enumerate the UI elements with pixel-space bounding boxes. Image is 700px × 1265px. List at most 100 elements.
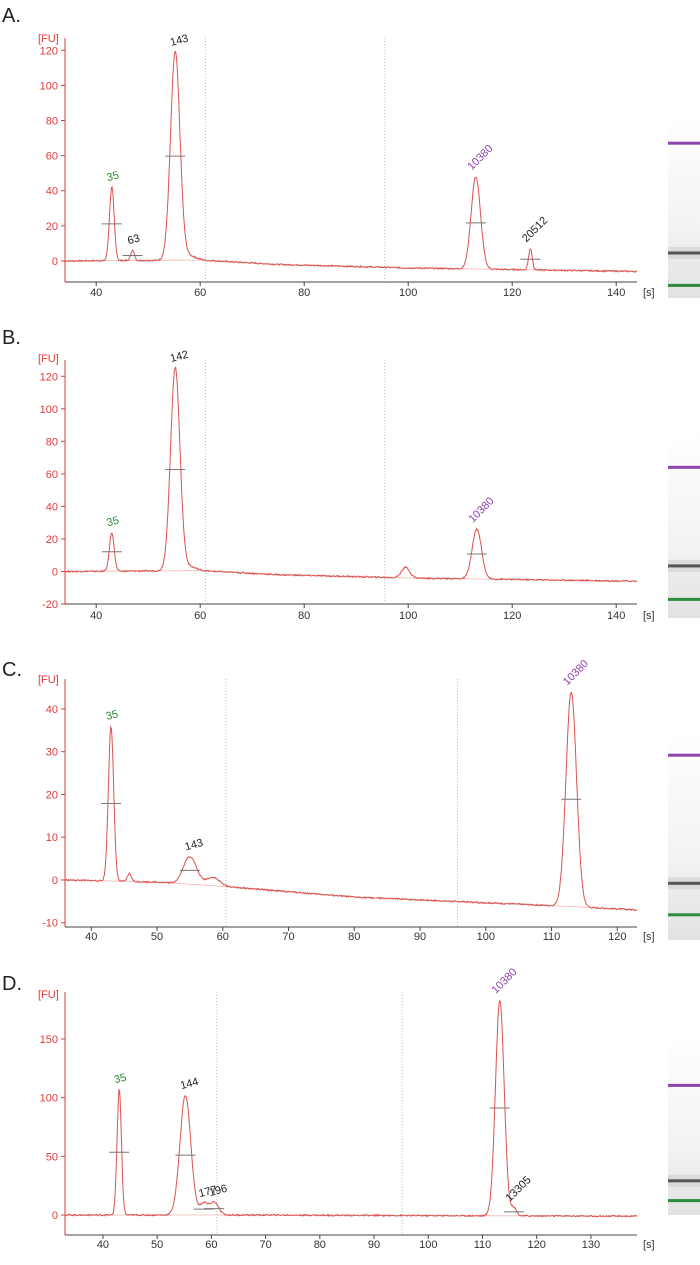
x-tick-label: 70 xyxy=(282,931,294,943)
y-tick-label: 60 xyxy=(46,151,58,163)
x-tick-label: 70 xyxy=(259,1239,271,1251)
panel-letter: C. xyxy=(2,659,22,681)
peak-label: 10380 xyxy=(489,966,519,996)
peak-label: 20512 xyxy=(520,215,550,245)
x-tick-label: 140 xyxy=(607,610,625,622)
signal-trace xyxy=(64,691,638,912)
y-tick-label: 20 xyxy=(46,534,58,546)
y-tick-label: 20 xyxy=(46,221,58,233)
x-tick-label: 110 xyxy=(474,1239,492,1251)
x-axis-unit: [s] xyxy=(643,1239,655,1251)
panel-letter: D. xyxy=(2,973,22,995)
gel-band xyxy=(668,1179,700,1183)
y-tick-label: 100 xyxy=(40,1093,58,1105)
x-tick-label: 80 xyxy=(348,931,360,943)
x-tick-label: 90 xyxy=(368,1239,380,1251)
y-tick-label: 0 xyxy=(52,875,58,887)
x-tick-label: 80 xyxy=(298,287,310,299)
y-tick-label: 100 xyxy=(40,404,58,416)
peak-label: 10380 xyxy=(466,495,496,525)
gel-band xyxy=(668,564,700,568)
x-tick-label: 60 xyxy=(194,287,206,299)
panel-2: B. [FU] -20 0 20 40 60 80 100 120 40 60 80 100 120 140 [… xyxy=(2,327,700,622)
y-axis-label: [FU] xyxy=(38,674,59,686)
peak-label: 10380 xyxy=(465,143,495,173)
y-tick-label: 0 xyxy=(52,566,58,578)
peak-label: 35 xyxy=(105,515,120,530)
x-tick-label: 100 xyxy=(399,610,417,622)
peak-label: 142 xyxy=(169,349,190,365)
x-tick-label: 90 xyxy=(414,931,426,943)
x-axis-unit: [s] xyxy=(643,610,655,622)
gel-band xyxy=(668,597,700,601)
x-tick-label: 40 xyxy=(90,610,102,622)
gel-lane xyxy=(668,118,700,298)
peak-label: 143 xyxy=(169,33,190,49)
y-tick-label: -10 xyxy=(42,918,58,930)
y-tick-label: 80 xyxy=(46,436,58,448)
y-axis-label: [FU] xyxy=(38,33,59,45)
y-tick-label: 100 xyxy=(40,80,58,92)
y-tick-label: 10 xyxy=(46,832,58,844)
y-tick-label: 40 xyxy=(46,501,58,513)
x-tick-label: 120 xyxy=(503,287,521,299)
x-tick-label: 100 xyxy=(477,931,495,943)
gel-lane xyxy=(668,730,700,940)
x-tick-label: 80 xyxy=(298,610,310,622)
x-tick-label: 60 xyxy=(217,931,229,943)
x-tick-label: 110 xyxy=(543,931,561,943)
peak-label: 144 xyxy=(179,1076,200,1092)
peak-label: 63 xyxy=(126,233,141,248)
y-tick-label: 0 xyxy=(52,1210,58,1222)
x-tick-label: 130 xyxy=(582,1239,600,1251)
peak-label: 143 xyxy=(184,837,205,853)
y-tick-label: 0 xyxy=(52,256,58,268)
peak-label: 35 xyxy=(113,1072,128,1087)
gel-lane xyxy=(668,432,700,618)
y-tick-label: 30 xyxy=(46,747,58,759)
x-tick-label: 40 xyxy=(97,1239,109,1251)
gel-band xyxy=(668,1083,700,1087)
x-tick-label: 50 xyxy=(151,931,163,943)
x-tick-label: 80 xyxy=(314,1239,326,1251)
y-tick-label: 60 xyxy=(46,469,58,481)
x-tick-label: 120 xyxy=(608,931,626,943)
x-tick-label: 140 xyxy=(607,287,625,299)
gel-band xyxy=(668,283,700,287)
gel-band xyxy=(668,753,700,757)
gel-band xyxy=(668,913,700,917)
x-tick-label: 50 xyxy=(151,1239,163,1251)
gel-band xyxy=(668,141,700,145)
y-tick-label: 120 xyxy=(40,371,58,383)
panel-4: D. [FU] 0 50 100 150 40 50 60 70 80 90 100 110 120 130 [… xyxy=(2,966,700,1251)
x-tick-label: 120 xyxy=(503,610,521,622)
x-tick-label: 60 xyxy=(205,1239,217,1251)
gel-band xyxy=(668,881,700,885)
y-axis-label: [FU] xyxy=(38,353,59,365)
y-tick-label: 40 xyxy=(46,704,58,716)
gel-band xyxy=(668,251,700,255)
gel-band xyxy=(668,1199,700,1203)
x-tick-label: 40 xyxy=(90,287,102,299)
signal-trace xyxy=(64,50,638,274)
y-tick-label: 150 xyxy=(40,1034,58,1046)
panel-letter: A. xyxy=(2,5,21,27)
x-tick-label: 40 xyxy=(85,931,97,943)
x-tick-label: 60 xyxy=(194,610,206,622)
gel-lane xyxy=(668,1035,700,1215)
peak-label: 177 xyxy=(197,1184,218,1200)
panel-1: A. [FU] 0 20 40 60 80 100 120 40 60 80 100 120 140 [s] 3… xyxy=(2,5,700,299)
signal-trace xyxy=(64,365,638,583)
panel-letter: B. xyxy=(2,327,21,349)
x-axis-unit: [s] xyxy=(643,287,655,299)
y-axis-label: [FU] xyxy=(38,989,59,1001)
panel-3: C. [FU] -10 0 10 20 30 40 40 50 60 70 80 90 100 110 120 [… xyxy=(2,658,700,943)
x-tick-label: 100 xyxy=(399,287,417,299)
y-tick-label: 120 xyxy=(40,45,58,57)
y-tick-label: 40 xyxy=(46,186,58,198)
peak-label: 35 xyxy=(105,169,120,184)
y-tick-label: 80 xyxy=(46,116,58,128)
peak-label: 35 xyxy=(105,708,120,723)
peak-label: 10380 xyxy=(561,658,591,688)
